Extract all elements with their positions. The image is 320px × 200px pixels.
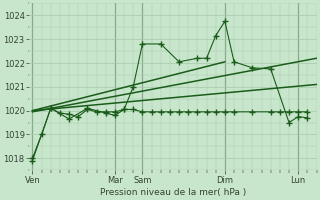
- X-axis label: Pression niveau de la mer( hPa ): Pression niveau de la mer( hPa ): [100, 188, 246, 197]
